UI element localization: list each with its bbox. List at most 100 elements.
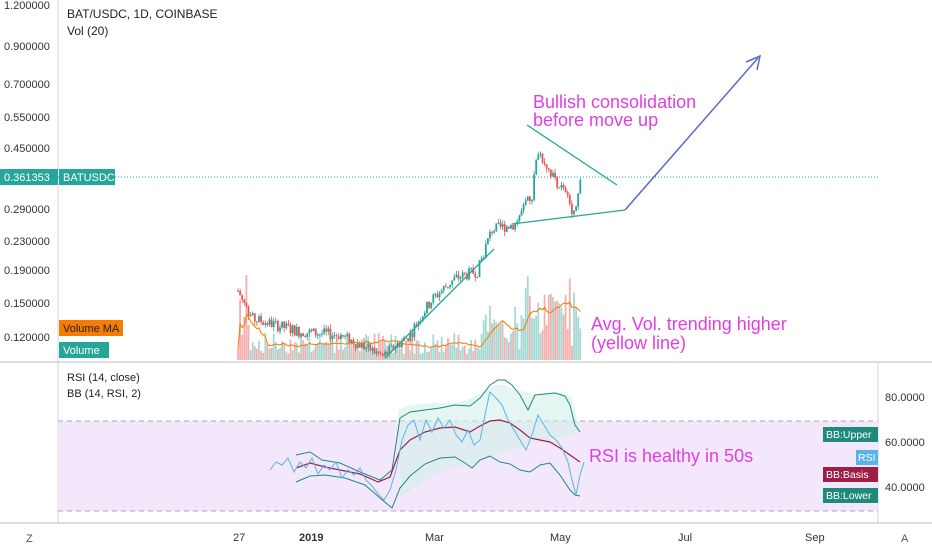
symbol-badge-label: BATUSDC — [63, 172, 115, 184]
bb-basis-line — [295, 419, 581, 483]
candle-body — [291, 325, 294, 334]
volume-bar — [531, 317, 533, 360]
bb-basis-badge — [823, 467, 878, 482]
zoom-button-left[interactable]: Z — [26, 533, 33, 545]
candle-body — [348, 333, 351, 344]
support-trendline-lower — [384, 248, 495, 359]
volume-bar — [390, 334, 393, 360]
candle-body — [489, 231, 491, 239]
candle-body — [409, 332, 412, 342]
candle-body — [461, 272, 464, 278]
volume-badge — [59, 342, 109, 358]
y-tick: 0.120000 — [4, 332, 50, 344]
candle-body — [426, 301, 428, 313]
volume-bar — [396, 343, 399, 360]
candle-body — [256, 321, 258, 323]
volume-bar — [321, 343, 323, 360]
annotation-volume-2: (yellow line) — [591, 333, 686, 353]
volume-bar — [279, 348, 281, 360]
volume-bar — [270, 348, 273, 360]
candle-body — [340, 335, 342, 340]
x-tick: May — [550, 532, 571, 544]
candle-body — [476, 276, 479, 278]
annotation-consolidation-2: before move up — [533, 110, 658, 130]
bb-upper-badge — [823, 427, 878, 442]
candle-body — [285, 323, 288, 328]
volume-bar — [354, 343, 357, 360]
volume-bar — [522, 318, 525, 360]
candle-body — [251, 313, 254, 316]
volume-bar — [434, 343, 437, 360]
volume-bar — [503, 337, 506, 360]
candle-body — [526, 196, 529, 201]
candle-body — [470, 268, 472, 270]
candle-body — [392, 345, 395, 350]
candle-body — [342, 335, 344, 337]
volume-bar — [316, 342, 319, 360]
candle-body — [453, 276, 456, 281]
volume-bar — [491, 323, 493, 360]
candle-body — [298, 327, 300, 337]
candle-body — [344, 335, 346, 337]
candle-body — [487, 238, 489, 245]
candle-body — [321, 333, 323, 335]
volume-bar — [253, 346, 256, 360]
candle-body — [369, 343, 372, 351]
candle-body — [306, 333, 309, 337]
candle-body — [337, 336, 340, 340]
candle-body — [333, 335, 336, 337]
volume-bar — [319, 339, 321, 360]
candle-body — [405, 337, 407, 339]
candle-body — [407, 338, 409, 342]
candle-body — [474, 273, 477, 278]
candle-body — [281, 321, 283, 328]
candle-body — [356, 342, 359, 348]
volume-bar — [249, 350, 252, 360]
x-tick: Sep — [805, 532, 825, 544]
volume-bar — [377, 332, 380, 360]
candle-body — [260, 316, 262, 323]
volume-bar — [560, 307, 563, 360]
volume-bar — [508, 342, 510, 360]
volume-bar — [476, 347, 479, 360]
volume-bar — [554, 301, 556, 360]
candle-body — [293, 325, 296, 336]
volume-bar — [352, 346, 355, 360]
bb-lower-line — [295, 455, 581, 509]
volume-bar — [256, 348, 258, 360]
volume-bar — [251, 341, 254, 360]
y-tick: 0.450000 — [4, 143, 50, 155]
auto-scale-button[interactable]: A — [901, 533, 909, 545]
volume-bar — [478, 349, 481, 360]
candle-body — [573, 210, 575, 215]
candle-body — [442, 286, 445, 291]
candle-body — [289, 325, 292, 334]
candle-body — [522, 204, 525, 211]
volume-bar — [484, 314, 487, 360]
volume-bar — [472, 351, 475, 360]
volume-bar — [306, 344, 309, 360]
volume-bar — [573, 292, 575, 360]
volume-bar — [266, 344, 269, 360]
candle-body — [577, 193, 580, 207]
volume-bar — [487, 331, 489, 360]
volume-bar — [539, 333, 542, 360]
volume-bar — [571, 345, 573, 360]
volume-bar — [400, 341, 403, 360]
volume-bar — [243, 316, 246, 360]
candle-body — [550, 169, 552, 177]
candle-body — [449, 284, 451, 288]
candle-body — [331, 335, 334, 340]
volume-bar — [501, 321, 504, 360]
candle-body — [512, 225, 514, 230]
volume-bar — [358, 351, 361, 360]
candle-body — [283, 321, 286, 328]
volume-bar — [512, 331, 514, 360]
volume-bar — [237, 348, 239, 360]
candle-body — [304, 336, 307, 338]
volume-bar — [497, 325, 500, 360]
current-price-badge — [0, 169, 58, 185]
candle-body — [533, 174, 535, 200]
volume-bar — [245, 275, 248, 360]
candle-body — [434, 294, 437, 296]
